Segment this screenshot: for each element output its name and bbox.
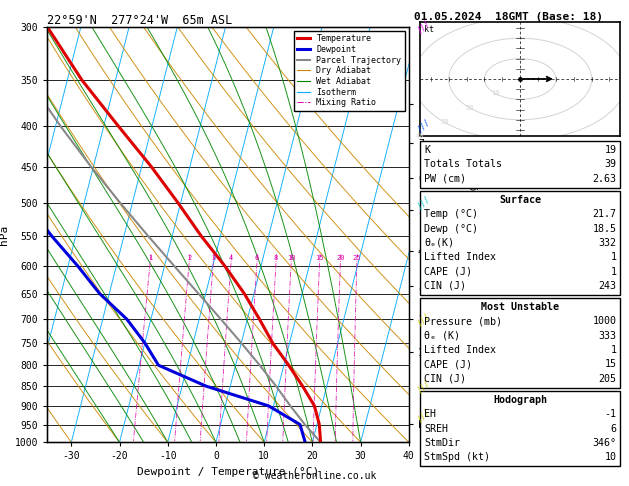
Text: ///: /// [415,18,432,35]
Text: ///: /// [415,194,432,211]
Text: 01.05.2024  18GMT (Base: 18): 01.05.2024 18GMT (Base: 18) [414,12,603,22]
Text: Temp (°C): Temp (°C) [424,209,478,219]
Text: 333: 333 [598,330,616,341]
Text: 3: 3 [211,255,216,261]
Text: 1000: 1000 [593,316,616,327]
Text: SREH: SREH [424,423,448,434]
Text: © weatheronline.co.uk: © weatheronline.co.uk [253,471,376,481]
Text: 1: 1 [610,345,616,355]
Text: 1: 1 [610,266,616,277]
Text: ///: /// [415,311,432,328]
Text: 243: 243 [598,281,616,291]
Text: StmSpd (kt): StmSpd (kt) [424,452,490,462]
Text: 8: 8 [274,255,278,261]
Text: 6: 6 [255,255,259,261]
Text: -1: -1 [604,409,616,419]
Text: 4: 4 [229,255,233,261]
Text: StmDir: StmDir [424,438,460,448]
Text: CIN (J): CIN (J) [424,281,466,291]
Text: 20: 20 [466,104,474,110]
Text: Surface: Surface [499,195,541,205]
Text: CAPE (J): CAPE (J) [424,359,472,369]
Text: Most Unstable: Most Unstable [481,302,559,312]
Text: Dewp (°C): Dewp (°C) [424,224,478,234]
Text: 30: 30 [441,119,450,125]
Y-axis label: Mixing Ratio (g/kg): Mixing Ratio (g/kg) [469,179,479,290]
Text: 25: 25 [353,255,361,261]
X-axis label: Dewpoint / Temperature (°C): Dewpoint / Temperature (°C) [137,467,319,477]
Text: θₑ(K): θₑ(K) [424,238,454,248]
Text: ///: /// [415,407,432,424]
Legend: Temperature, Dewpoint, Parcel Trajectory, Dry Adiabat, Wet Adiabat, Isotherm, Mi: Temperature, Dewpoint, Parcel Trajectory… [294,31,404,110]
Text: θₑ (K): θₑ (K) [424,330,460,341]
Text: 1: 1 [148,255,152,261]
Text: 39: 39 [604,159,616,170]
Text: 2.63: 2.63 [593,174,616,184]
Text: 10: 10 [491,90,499,96]
Text: 10: 10 [287,255,296,261]
Text: 205: 205 [598,374,616,384]
Y-axis label: hPa: hPa [0,225,9,244]
Text: 10: 10 [604,452,616,462]
Text: Pressure (mb): Pressure (mb) [424,316,502,327]
Text: EH: EH [424,409,436,419]
Text: 40: 40 [416,133,425,139]
Text: ///: /// [415,118,432,135]
Text: CAPE (J): CAPE (J) [424,266,472,277]
Text: kt: kt [424,25,434,35]
Text: Lifted Index: Lifted Index [424,345,496,355]
Text: PW (cm): PW (cm) [424,174,466,184]
Text: 6: 6 [610,423,616,434]
Text: 19: 19 [604,145,616,155]
Text: 1: 1 [610,252,616,262]
Text: 15: 15 [315,255,324,261]
Text: Lifted Index: Lifted Index [424,252,496,262]
Text: 15: 15 [604,359,616,369]
Text: 21.7: 21.7 [593,209,616,219]
Text: 332: 332 [598,238,616,248]
Text: CIN (J): CIN (J) [424,374,466,384]
Text: 22°59'N  277°24'W  65m ASL: 22°59'N 277°24'W 65m ASL [47,14,233,27]
Text: ///: /// [415,378,432,395]
Text: Totals Totals: Totals Totals [424,159,502,170]
Y-axis label: km
ASL: km ASL [446,224,464,245]
Text: Hodograph: Hodograph [493,395,547,405]
Text: 18.5: 18.5 [593,224,616,234]
Text: 346°: 346° [593,438,616,448]
Text: K: K [424,145,430,155]
Text: 2: 2 [187,255,191,261]
Text: 20: 20 [336,255,345,261]
